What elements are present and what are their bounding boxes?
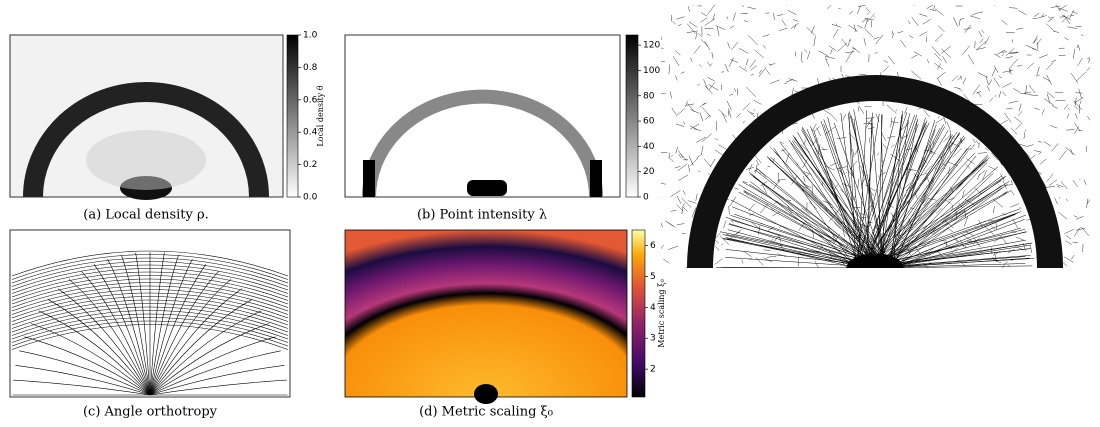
mesh-edge <box>694 0 696 5</box>
colorbar-tick-label: 0 <box>643 193 649 203</box>
intensity-blob <box>467 180 507 196</box>
density-shade <box>86 130 206 190</box>
caption: (b) Point intensity λ <box>417 208 547 223</box>
colorbar-tick-label: 0.8 <box>303 63 318 73</box>
colorbar-tick-label: 0.0 <box>303 193 318 203</box>
colorbar-tick-label: 3 <box>650 334 656 344</box>
colorbar-tick-label: 0.2 <box>303 160 317 170</box>
colorbar <box>287 35 298 197</box>
colorbar-tick-label: 6 <box>650 241 656 251</box>
caption: (a) Local density ρ. <box>83 208 209 223</box>
colorbar-tick-label: 40 <box>643 142 655 152</box>
mesh-edge <box>782 4 786 5</box>
colorbar-tick-label: 20 <box>643 167 655 177</box>
figure: (a) Local density ρ.0.00.20.40.60.81.0Lo… <box>0 0 1100 427</box>
mesh-image <box>661 5 1090 268</box>
caption: (d) Metric scaling ξ₀ <box>419 405 553 420</box>
intensity-image <box>345 35 620 197</box>
mesh-blob <box>847 254 903 282</box>
colorbar <box>632 230 645 397</box>
colorbar-tick-label: 100 <box>643 66 660 76</box>
colorbar-tick-label: 120 <box>643 41 660 51</box>
colorbar-tick-label: 80 <box>643 91 655 101</box>
metric-blob <box>474 384 498 404</box>
colorbar-tick-label: 60 <box>643 117 655 127</box>
caption: (c) Angle orthotropy <box>83 405 218 420</box>
metric-image <box>345 230 627 397</box>
colorbar-label: Metric scaling ξ₀ <box>657 279 666 347</box>
colorbar-tick-label: 2 <box>650 365 656 375</box>
mesh-edge <box>659 191 661 197</box>
mesh-edge <box>657 241 661 247</box>
colorbar-tick-label: 4 <box>650 303 656 313</box>
colorbar <box>626 35 638 197</box>
colorbar-label: Local density θ <box>316 85 325 146</box>
mesh-edge <box>994 0 1003 6</box>
colorbar-tick-label: 5 <box>650 272 656 282</box>
colorbar-tick-label: 1.0 <box>303 31 318 41</box>
